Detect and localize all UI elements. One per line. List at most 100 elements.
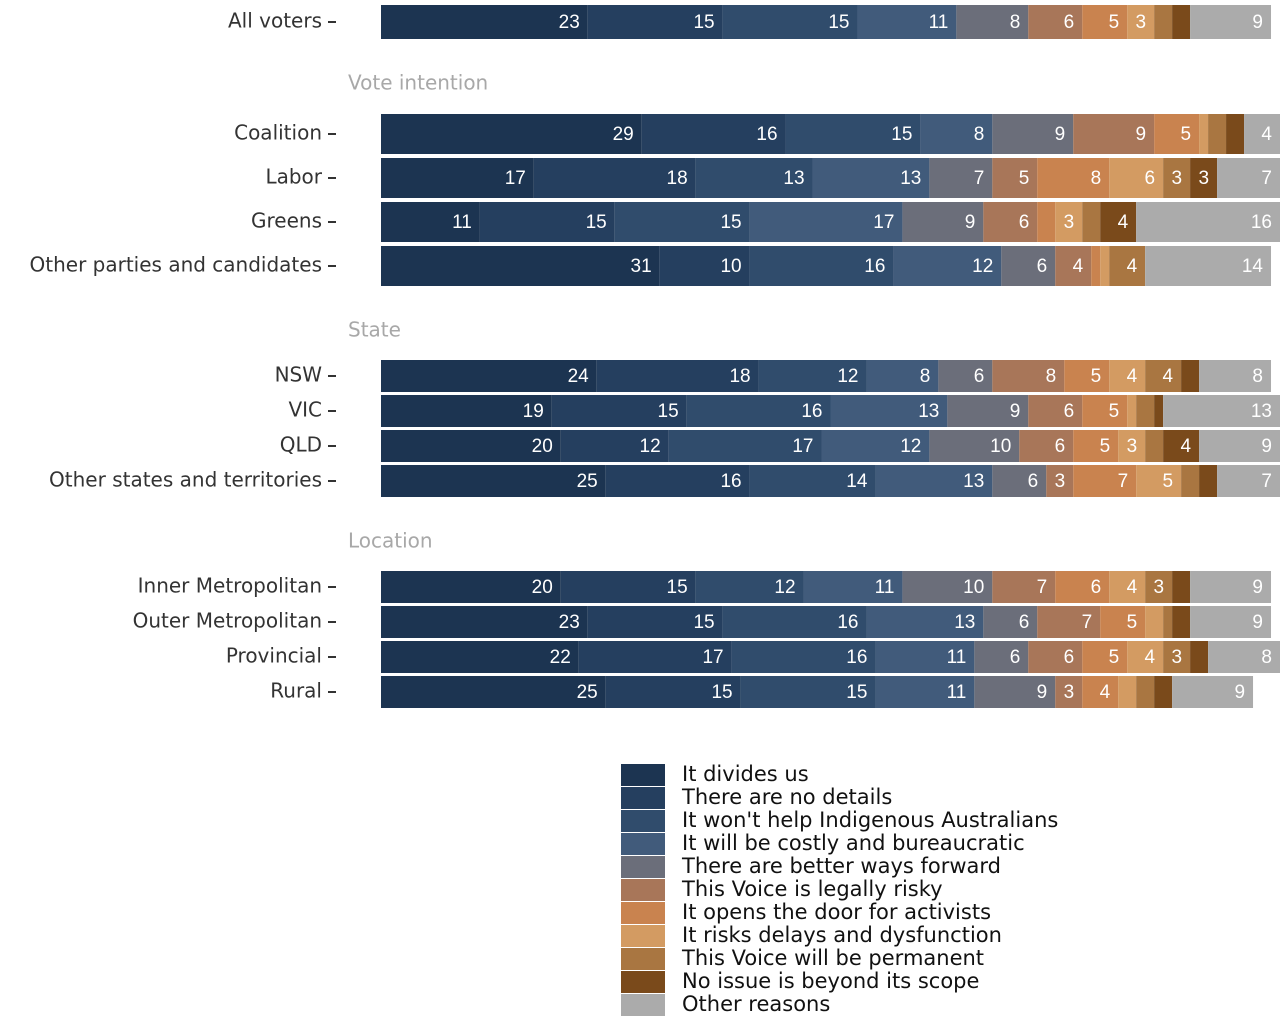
value-label: 15: [693, 12, 714, 33]
bar-segment: [1073, 465, 1137, 497]
value-label: 4: [1127, 366, 1138, 387]
legend-label: This Voice is legally risky: [681, 877, 943, 901]
bar-segment: [1190, 641, 1209, 673]
value-label: 3: [1055, 471, 1066, 492]
value-label: 16: [756, 124, 777, 145]
value-label: 9: [1010, 401, 1021, 422]
value-label: 3: [1136, 12, 1147, 33]
value-label: 12: [640, 436, 661, 457]
bar-segment: [1163, 158, 1191, 198]
bar-segment: [1109, 571, 1146, 603]
bar-segment: [1199, 360, 1272, 392]
bar-segment: [1199, 430, 1280, 462]
value-label: 6: [1028, 471, 1039, 492]
bar-segment: [1172, 676, 1254, 708]
bar-segment: [902, 571, 993, 603]
value-label: 3: [1198, 168, 1209, 189]
bar-segment: [1154, 114, 1200, 154]
value-label: 5: [1109, 647, 1120, 668]
bar-segment: [1136, 676, 1155, 708]
value-label: 23: [559, 612, 580, 633]
bar-segment: [551, 395, 687, 427]
value-label: 3: [1172, 647, 1183, 668]
value-label: 16: [720, 471, 741, 492]
value-label: 4: [1127, 577, 1138, 598]
value-label: 4: [1100, 682, 1111, 703]
bar-segment: [749, 465, 876, 497]
bar-segment: [1172, 606, 1191, 638]
value-label: 15: [846, 682, 867, 703]
value-label: 20: [532, 436, 553, 457]
value-label: 17: [702, 647, 723, 668]
value-label: 13: [900, 168, 921, 189]
legend-swatch: [621, 994, 665, 1016]
value-label: 13: [954, 612, 975, 633]
value-label: 9: [1136, 124, 1147, 145]
bar-segment: [1199, 465, 1218, 497]
y-tick-label: Other states and territories: [49, 468, 322, 492]
y-tick-label: Labor: [265, 165, 322, 189]
bar-segment: [821, 430, 930, 462]
bar-segment: [1136, 202, 1280, 242]
bar-segment: [830, 395, 948, 427]
bar-segment: [1163, 430, 1200, 462]
legend-label: This Voice will be permanent: [681, 946, 984, 970]
bar-segment: [1037, 606, 1101, 638]
bar-segment: [956, 5, 1029, 39]
bar-segment: [875, 641, 975, 673]
bar-segment: [1046, 465, 1074, 497]
bar-segment: [1082, 5, 1128, 39]
value-label: 6: [1064, 647, 1075, 668]
legend-swatch: [621, 856, 665, 878]
legend-label: Other reasons: [682, 992, 830, 1016]
bar-segment: [381, 465, 606, 497]
y-tick-label: NSW: [275, 363, 323, 387]
y-tick-label: Greens: [251, 209, 322, 233]
value-label: 4: [1118, 212, 1129, 233]
value-label: 6: [1055, 436, 1066, 457]
bar-segment: [381, 676, 606, 708]
value-label: 15: [667, 577, 688, 598]
y-tick-label: QLD: [280, 433, 322, 457]
y-tick-label: Rural: [270, 679, 322, 703]
bar-segment: [1163, 395, 1280, 427]
y-tick-label: Inner Metropolitan: [138, 574, 322, 598]
legend-label: No issue is beyond its scope: [682, 969, 979, 993]
value-label: 6: [1019, 212, 1030, 233]
value-label: 23: [559, 12, 580, 33]
value-label: 9: [1252, 577, 1263, 598]
value-label: 19: [523, 401, 544, 422]
y-tick-label: Other parties and candidates: [30, 253, 322, 277]
value-label: 4: [1073, 256, 1084, 277]
legend-swatch: [621, 971, 665, 993]
bar-segment: [1163, 641, 1191, 673]
value-label: 8: [1252, 366, 1263, 387]
value-label: 7: [1082, 612, 1093, 633]
y-tick-label: Outer Metropolitan: [133, 609, 322, 633]
bar-segment: [1100, 202, 1137, 242]
bar-segment: [803, 571, 903, 603]
bar-segment: [1028, 641, 1083, 673]
bar-segment: [695, 571, 804, 603]
value-label: 4: [1163, 366, 1174, 387]
value-label: 6: [1145, 168, 1156, 189]
legend-label: It opens the door for activists: [682, 900, 991, 924]
section-label: Location: [348, 529, 433, 553]
value-label: 17: [873, 212, 894, 233]
bar-segment: [812, 158, 930, 198]
value-label: 9: [1252, 612, 1263, 633]
value-label: 6: [1091, 577, 1102, 598]
bar-segment: [1037, 158, 1110, 198]
legend-swatch: [621, 787, 665, 809]
bar-segment: [381, 114, 642, 154]
value-label: 6: [1064, 401, 1075, 422]
legend-label: It won't help Indigenous Australians: [682, 808, 1058, 832]
bar-segment: [668, 430, 822, 462]
bar-segment: [1181, 465, 1200, 497]
value-label: 7: [1118, 471, 1129, 492]
bar-segment: [381, 641, 579, 673]
section-label: Vote intention: [348, 71, 488, 95]
bar-segment: [1145, 430, 1164, 462]
bar-segment: [381, 158, 534, 198]
